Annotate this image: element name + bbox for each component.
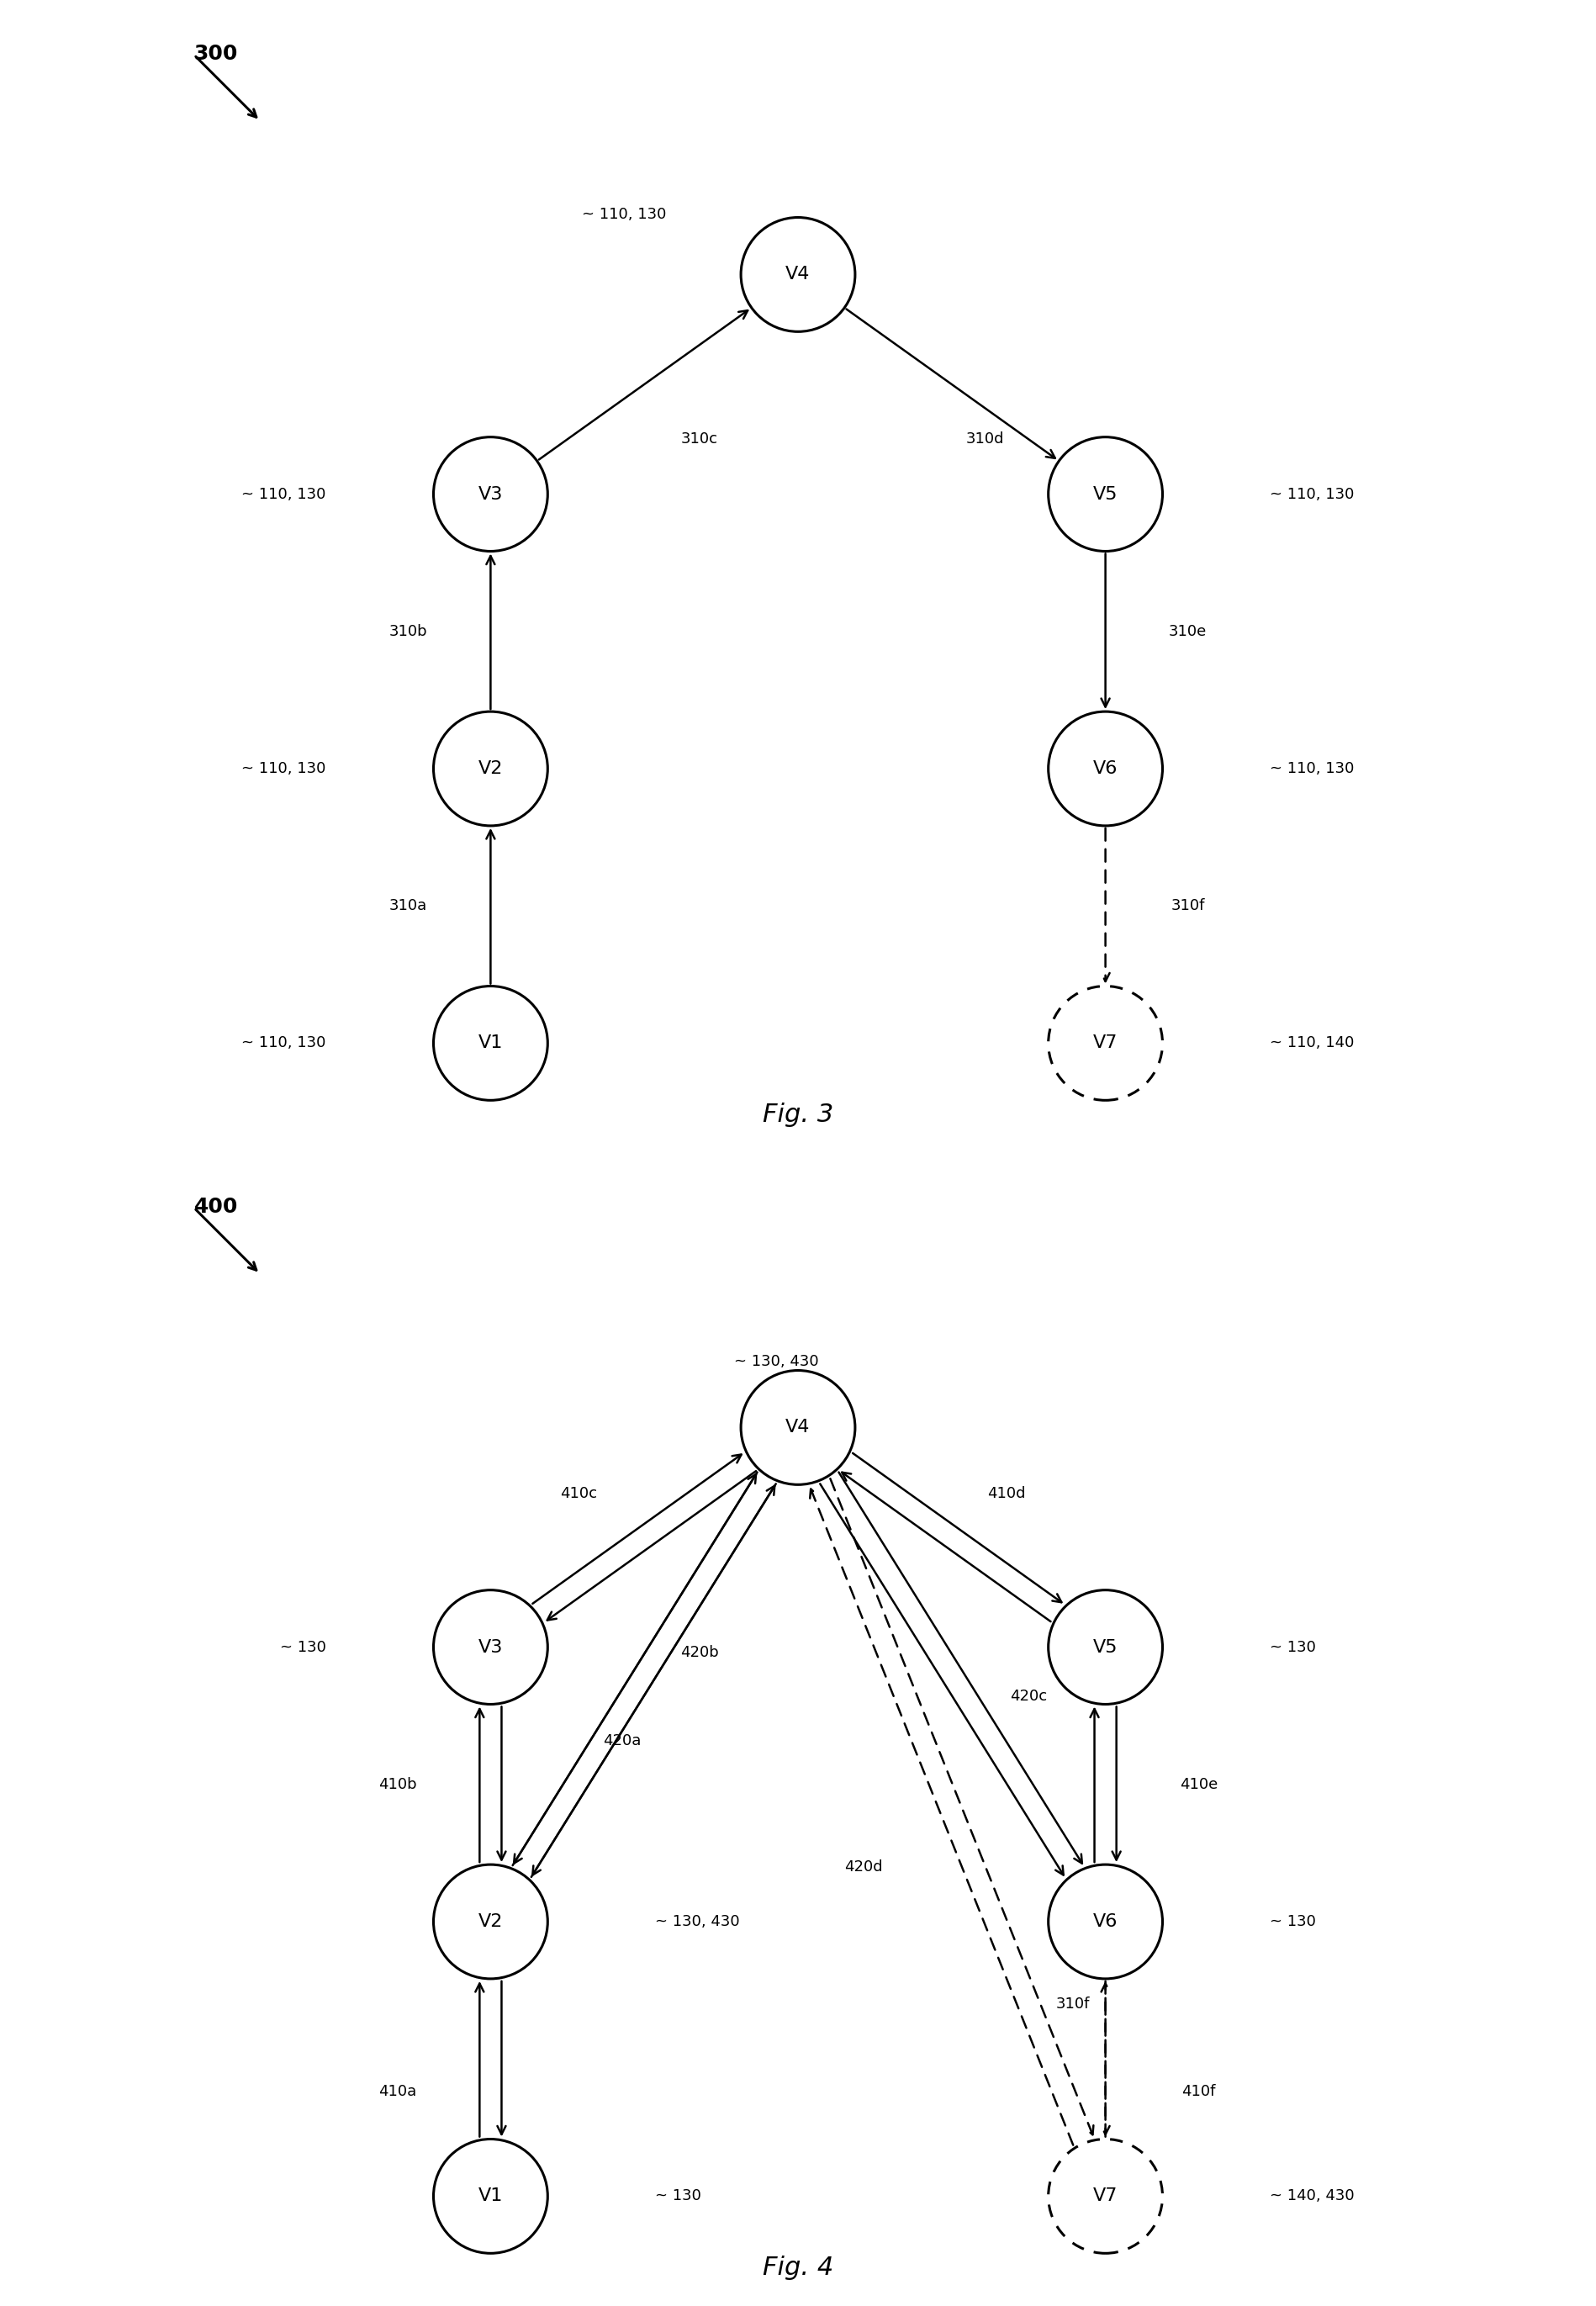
Text: ~ 130: ~ 130 — [1270, 1914, 1317, 1930]
Circle shape — [434, 1591, 547, 1704]
Text: ~ 110, 130: ~ 110, 130 — [1270, 487, 1355, 503]
Text: ~ 110, 130: ~ 110, 130 — [583, 208, 666, 221]
Text: ~ 130: ~ 130 — [279, 1640, 326, 1656]
Circle shape — [741, 217, 855, 332]
Text: 410c: 410c — [560, 1485, 597, 1501]
Text: 410b: 410b — [378, 1778, 417, 1792]
Text: ~ 140, 430: ~ 140, 430 — [1270, 2188, 1355, 2205]
Text: Fig. 4: Fig. 4 — [763, 2255, 833, 2281]
Circle shape — [1049, 2140, 1162, 2253]
Text: 410a: 410a — [378, 2085, 417, 2098]
Circle shape — [434, 438, 547, 551]
Circle shape — [741, 1370, 855, 1485]
Text: 310f: 310f — [1171, 899, 1205, 913]
Circle shape — [1049, 1591, 1162, 1704]
Text: 410f: 410f — [1181, 2085, 1216, 2098]
Text: V2: V2 — [479, 1914, 503, 1930]
Text: ~ 130, 430: ~ 130, 430 — [656, 1914, 741, 1930]
Text: 420b: 420b — [680, 1644, 718, 1660]
Text: V4: V4 — [785, 265, 811, 284]
Text: ~ 110, 130: ~ 110, 130 — [1270, 761, 1355, 777]
Text: 310c: 310c — [680, 431, 718, 447]
Text: V7: V7 — [1093, 1035, 1117, 1052]
Text: 310f: 310f — [1055, 1997, 1090, 2011]
Text: Fig. 3: Fig. 3 — [763, 1102, 833, 1128]
Text: V5: V5 — [1093, 487, 1117, 503]
Circle shape — [1049, 987, 1162, 1100]
Text: 400: 400 — [195, 1197, 238, 1218]
Text: 410e: 410e — [1179, 1778, 1218, 1792]
Circle shape — [434, 2140, 547, 2253]
Circle shape — [434, 713, 547, 826]
Text: 420d: 420d — [844, 1859, 883, 1875]
Circle shape — [434, 1866, 547, 1979]
Text: 420c: 420c — [1010, 1688, 1047, 1704]
Text: 310b: 310b — [389, 625, 428, 639]
Text: 420a: 420a — [603, 1732, 642, 1748]
Text: ~ 110, 130: ~ 110, 130 — [241, 487, 326, 503]
Text: V4: V4 — [785, 1418, 811, 1437]
Text: 310d: 310d — [966, 431, 1004, 447]
Text: ~ 130, 430: ~ 130, 430 — [734, 1354, 819, 1370]
Text: V3: V3 — [479, 1640, 503, 1656]
Text: V2: V2 — [479, 761, 503, 777]
Circle shape — [1049, 438, 1162, 551]
Text: ~ 130: ~ 130 — [1270, 1640, 1317, 1656]
Circle shape — [1049, 713, 1162, 826]
Text: 300: 300 — [195, 44, 238, 65]
Text: V3: V3 — [479, 487, 503, 503]
Circle shape — [1049, 1866, 1162, 1979]
Circle shape — [434, 987, 547, 1100]
Text: V5: V5 — [1093, 1640, 1117, 1656]
Text: V6: V6 — [1093, 1914, 1117, 1930]
Text: ~ 110, 130: ~ 110, 130 — [241, 1035, 326, 1052]
Text: V1: V1 — [479, 1035, 503, 1052]
Text: ~ 110, 140: ~ 110, 140 — [1270, 1035, 1355, 1052]
Text: V1: V1 — [479, 2188, 503, 2205]
Text: ~ 110, 130: ~ 110, 130 — [241, 761, 326, 777]
Text: V7: V7 — [1093, 2188, 1117, 2205]
Text: V6: V6 — [1093, 761, 1117, 777]
Text: 310a: 310a — [389, 899, 428, 913]
Text: 410d: 410d — [988, 1485, 1026, 1501]
Text: ~ 130: ~ 130 — [656, 2188, 701, 2205]
Text: 310e: 310e — [1168, 625, 1207, 639]
